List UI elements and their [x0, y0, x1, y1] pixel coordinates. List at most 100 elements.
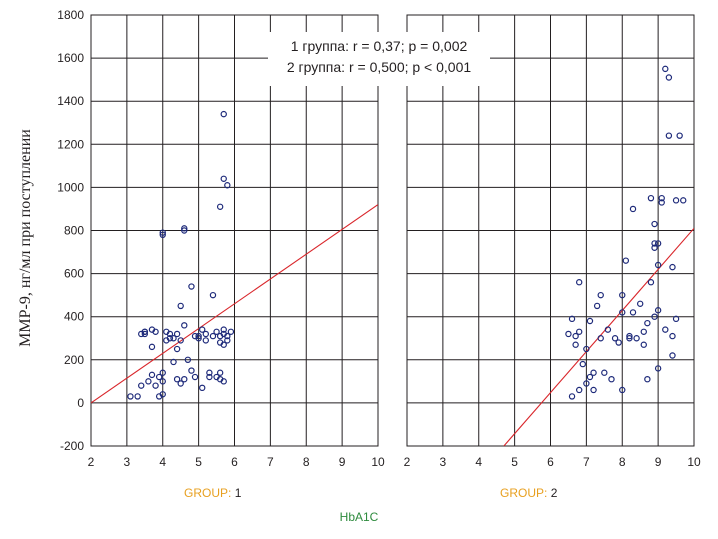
panel-2-data-point — [654, 365, 662, 372]
panel-2-data-point — [654, 307, 662, 314]
panel-2-data-point — [568, 315, 576, 323]
y-tick-label: 600 — [64, 267, 84, 281]
stats-line-group-2: 2 группа: r = 0,500; p < 0,001 — [286, 59, 472, 75]
y-tick-label: 400 — [64, 310, 84, 324]
panel-2-data-point — [640, 341, 647, 348]
panel-2-data-point — [651, 244, 658, 251]
panel-1-data-point — [202, 330, 209, 338]
panel-2: 2 3 4 5 6 7 8 9 10 — [404, 14, 701, 469]
panel-2-data-point — [597, 335, 604, 342]
x-axis-title: HbA1C — [339, 510, 379, 524]
panel-1-fit-line — [91, 204, 378, 404]
panel-2-data-point — [633, 335, 640, 342]
panel-1-x-tick-label: 2 — [88, 455, 95, 469]
panel-1-data-point — [134, 393, 141, 400]
panel-1-data-point — [155, 373, 163, 381]
panel-2-data-point — [579, 360, 586, 368]
panel-2-data-point — [676, 132, 683, 139]
panel-1-x-tick-label: 10 — [371, 455, 385, 469]
panel-1-data-point — [181, 322, 188, 329]
panel-2-x-tick-label: 9 — [655, 455, 662, 469]
panel-1-x-tick-label: 9 — [339, 455, 346, 469]
panel-2-data-point — [572, 332, 579, 340]
panel-1-data-point — [220, 341, 227, 348]
panel-2-fit-line — [503, 227, 694, 446]
panel-2-x-tick-label: 2 — [404, 455, 411, 469]
panel-1-data-point — [159, 378, 166, 385]
panel-2-frame — [406, 14, 695, 447]
panel-1-x-tick-label: 7 — [267, 455, 274, 469]
panel-1-x-tick-label: 3 — [124, 455, 131, 469]
panel-2-x-tick-label: 5 — [511, 455, 518, 469]
panel-1-data-point — [141, 328, 149, 335]
panel-2-data-point — [593, 302, 601, 310]
panel-1-data-point — [209, 291, 217, 299]
panel-1-data-point — [159, 231, 166, 239]
panel-1-data-point — [220, 175, 227, 182]
panel-1-data-point — [188, 367, 195, 374]
panel-2-x-tick-label: 8 — [619, 455, 626, 469]
panel-2-data-point — [647, 279, 655, 286]
panel-2-data-point — [586, 373, 594, 381]
panel-1-data-point — [199, 326, 206, 333]
panel-1-data-point — [216, 203, 224, 210]
panel-2-data-point — [658, 194, 665, 202]
panel-1-x-tick-label: 4 — [159, 455, 166, 469]
panel-1-data-point — [213, 328, 220, 335]
panel-1-data-point — [224, 182, 231, 189]
panel-1-data-point — [141, 330, 149, 338]
panel-2-x-tick-label: 10 — [687, 455, 701, 469]
panel-2-label-key: GROUP: — [500, 486, 548, 500]
panel-1-data-point — [159, 391, 166, 398]
panel-2-data-point — [651, 220, 658, 228]
panel-2-data-point — [672, 315, 680, 323]
panel-1-data-point — [152, 328, 159, 335]
panel-1-data-point — [191, 373, 199, 381]
y-tick-label: -200 — [60, 439, 84, 453]
panel-1-data-point — [184, 356, 192, 363]
panel-2-data-point — [583, 380, 590, 387]
panel-2-data-point — [576, 386, 583, 394]
panel-2-data-point — [615, 339, 622, 346]
panel-2-data-point — [586, 317, 594, 325]
panel-1-label: GROUP: 1 — [184, 486, 241, 500]
panel-2-data-point — [619, 386, 626, 394]
panel-2-data-point — [669, 352, 676, 359]
panel-2-data-point — [658, 199, 665, 206]
panel-2-data-point — [572, 341, 579, 348]
panel-1-data-point — [173, 375, 181, 383]
panel-2-data-point — [651, 240, 658, 247]
panel-2-data-point — [619, 291, 626, 299]
panel-2-data-point — [597, 291, 604, 299]
panel-1-x-tick-label: 8 — [303, 455, 310, 469]
panel-1-data-point — [220, 326, 227, 333]
y-tick-label: 200 — [64, 353, 84, 367]
panel-2-data-point — [565, 330, 572, 338]
panel-1-data-point — [224, 337, 231, 344]
y-tick-label: 800 — [64, 224, 84, 238]
y-tick-label: 0 — [77, 396, 84, 410]
panel-1-data-point — [159, 229, 166, 236]
stats-legend: 1 группа: r = 0,37; p = 0,002 2 группа: … — [268, 32, 490, 86]
panel-1-data-point — [166, 330, 174, 338]
panel-1-data-point — [173, 330, 181, 338]
panel-1: 2 3 4 5 6 7 8 9 10 -200 0 200 400 600 800 1000 1200 1400 1… — [57, 8, 385, 469]
panel-1-data-point — [195, 332, 202, 340]
panel-2-data-point — [611, 335, 619, 342]
panel-2-data-point — [629, 309, 637, 316]
panel-1-data-point — [173, 345, 181, 353]
panel-1-data-point — [127, 393, 134, 400]
panel-1-data-point — [170, 335, 177, 342]
panel-2-data-point — [644, 375, 651, 383]
y-tick-label: 1600 — [57, 51, 84, 65]
panel-1-label-value: 1 — [234, 486, 242, 500]
panel-1-data-point — [159, 369, 166, 376]
panel-2-data-point — [665, 74, 673, 81]
panel-2-data-point — [568, 393, 576, 400]
panel-1-label-key: GROUP: — [184, 486, 232, 500]
panel-2-data-point — [583, 345, 590, 353]
panel-2-data-point — [576, 328, 583, 335]
panel-1-data-point — [177, 380, 184, 387]
